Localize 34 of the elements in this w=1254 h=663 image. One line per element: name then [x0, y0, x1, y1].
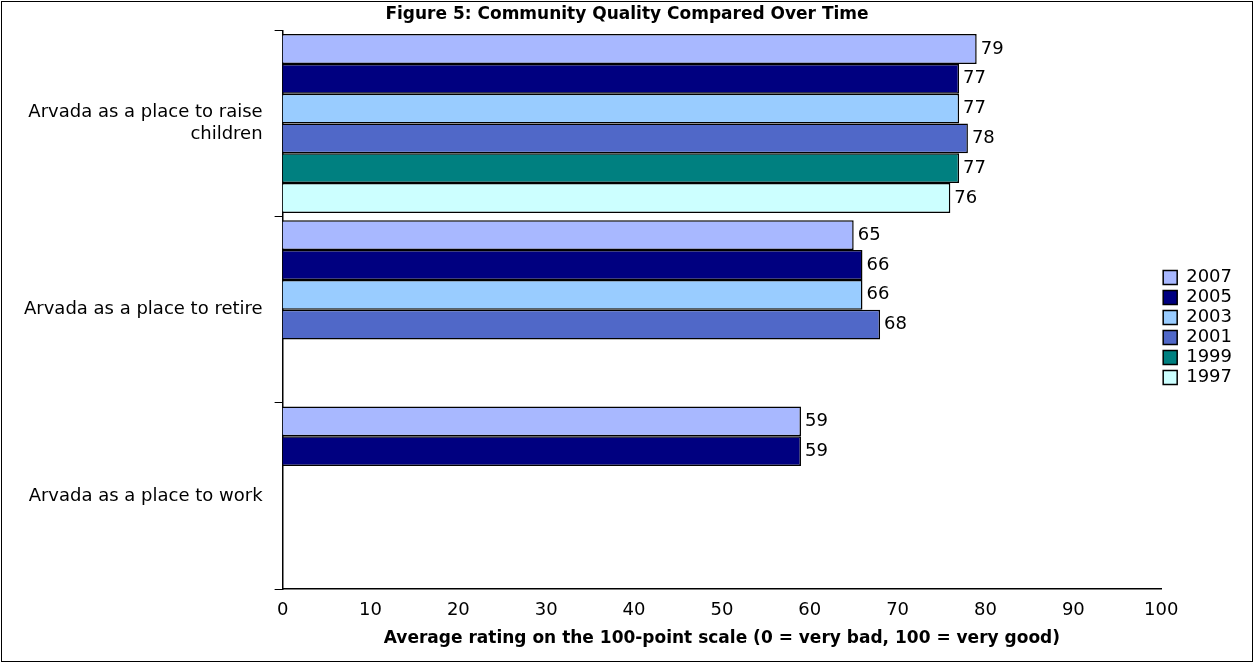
legend-label: 1999: [1186, 345, 1232, 367]
data-label: 76: [954, 185, 978, 207]
legend-label: 2003: [1186, 305, 1232, 327]
data-label: 65: [857, 222, 881, 244]
x-tick-label: 60: [798, 598, 822, 620]
data-label: 78: [971, 126, 995, 148]
data-label: 59: [804, 438, 828, 460]
x-tick-label: 40: [622, 598, 646, 620]
legend-label: 2007: [1186, 265, 1232, 287]
data-label: 77: [963, 155, 987, 177]
legend-label: 1997: [1186, 365, 1232, 387]
x-tick-label: 100: [1144, 598, 1179, 620]
x-tick-label: 80: [974, 598, 997, 620]
y-tick-label: Arvada as a place to raise children: [28, 100, 263, 143]
data-label: 79: [980, 36, 1004, 58]
data-label: 59: [804, 409, 828, 431]
x-tick-label: 30: [534, 598, 558, 620]
data-label: 68: [884, 312, 907, 334]
legend-label: 2005: [1186, 285, 1232, 307]
x-tick-label: 10: [359, 598, 382, 620]
x-axis-title: Average rating on the 100-point scale (0 = very bad, 100 = very good): [383, 627, 1061, 648]
x-tick-label: 20: [446, 598, 470, 620]
x-tick-label: 0: [276, 598, 289, 620]
y-tick-label: Arvada as a place to work: [28, 483, 264, 505]
y-tick-label: Arvada as a place to retire: [23, 297, 263, 319]
chart-title: Figure 5: Community Quality Compared Over Time: [385, 2, 869, 23]
legend-label: 2001: [1186, 325, 1232, 347]
data-label: 66: [866, 252, 890, 274]
data-label: 77: [963, 66, 987, 88]
x-tick-label: 50: [710, 598, 734, 620]
x-tick-label: 90: [1061, 598, 1085, 620]
x-tick-label: 70: [886, 598, 910, 620]
data-label: 66: [866, 282, 890, 304]
data-label: 77: [963, 96, 987, 118]
